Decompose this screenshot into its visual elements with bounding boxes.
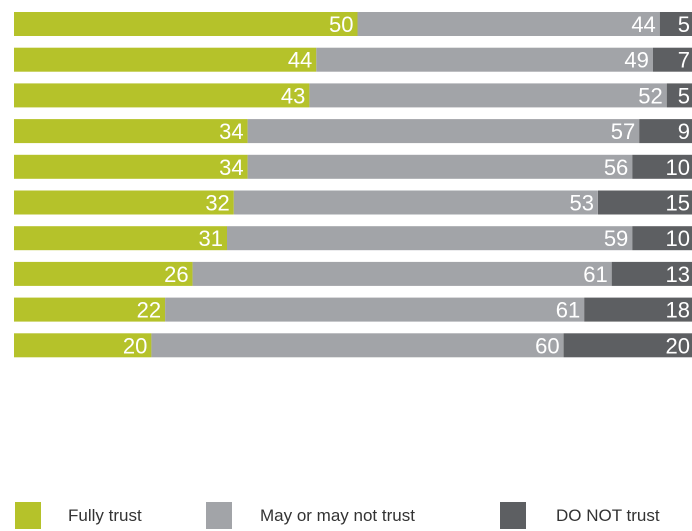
- label-fully-trust-3: 43: [281, 83, 305, 108]
- bar-fully-trust-9: [14, 297, 166, 322]
- label-do-not-trust-6: 15: [666, 191, 690, 216]
- label-may-or-may-not-trust-4: 57: [611, 119, 635, 144]
- legend: Fully trust May or may not trust DO NOT …: [0, 500, 692, 531]
- legend-swatch-may-or-may-not-trust: [206, 502, 232, 529]
- bar-may-or-may-not-trust-4: [247, 119, 640, 144]
- bar-do-not-trust-4: [639, 119, 692, 144]
- label-fully-trust-7: 31: [199, 226, 223, 251]
- bar-do-not-trust-2: [652, 47, 692, 72]
- label-may-or-may-not-trust-7: 59: [604, 226, 628, 251]
- label-do-not-trust-10: 20: [666, 333, 690, 358]
- legend-label-may-or-may-not-trust: May or may not trust: [260, 506, 415, 525]
- bar-do-not-trust-6: [598, 190, 692, 215]
- label-fully-trust-10: 20: [123, 333, 147, 358]
- legend-label-fully-trust: Fully trust: [68, 506, 142, 525]
- label-do-not-trust-5: 10: [666, 155, 690, 180]
- bar-may-or-may-not-trust-5: [247, 154, 633, 179]
- legend-swatch-do-not-trust: [500, 502, 526, 529]
- label-do-not-trust-8: 13: [666, 262, 690, 287]
- bar-may-or-may-not-trust-6: [233, 190, 598, 215]
- label-do-not-trust-2: 7: [678, 48, 690, 73]
- label-do-not-trust-4: 9: [678, 119, 690, 144]
- bar-fully-trust-3: [14, 83, 310, 108]
- bar-fully-trust-2: [14, 47, 317, 72]
- bar-fully-trust-4: [14, 119, 248, 144]
- bar-do-not-trust-3: [666, 83, 692, 108]
- bar-may-or-may-not-trust-1: [357, 12, 660, 36]
- label-may-or-may-not-trust-1: 44: [631, 12, 655, 37]
- bar-fully-trust-8: [14, 261, 193, 286]
- bar-may-or-may-not-trust-3: [309, 83, 667, 108]
- legend-label-do-not-trust: DO NOT trust: [556, 506, 660, 525]
- bar-fully-trust-1: [14, 12, 358, 36]
- stacked-bar-chart: 50 44 5 44 49 7 43 52 5 34 57 9 34 56 10 32 53 15 31 59 10 26…: [14, 12, 692, 358]
- label-may-or-may-not-trust-8: 61: [583, 262, 607, 287]
- bar-do-not-trust-9: [584, 297, 692, 322]
- bar-do-not-trust-5: [632, 154, 692, 179]
- label-do-not-trust-7: 10: [666, 226, 690, 251]
- bar-may-or-may-not-trust-10: [151, 333, 564, 358]
- label-may-or-may-not-trust-10: 60: [535, 333, 559, 358]
- bar-fully-trust-10: [14, 333, 152, 358]
- label-may-or-may-not-trust-9: 61: [556, 298, 580, 323]
- bar-fully-trust-6: [14, 190, 234, 215]
- bar-may-or-may-not-trust-7: [227, 226, 633, 251]
- label-may-or-may-not-trust-2: 49: [624, 48, 648, 73]
- label-may-or-may-not-trust-3: 52: [638, 83, 662, 108]
- bar-may-or-may-not-trust-9: [165, 297, 585, 322]
- bar-fully-trust-5: [14, 154, 248, 179]
- label-fully-trust-9: 22: [137, 298, 161, 323]
- bar-fully-trust-7: [14, 226, 227, 251]
- bar-do-not-trust-1: [659, 12, 692, 36]
- label-may-or-may-not-trust-5: 56: [604, 155, 628, 180]
- label-fully-trust-2: 44: [288, 48, 312, 73]
- label-do-not-trust-9: 18: [666, 298, 690, 323]
- bar-do-not-trust-8: [611, 261, 692, 286]
- bar-do-not-trust-7: [632, 226, 692, 251]
- bar-may-or-may-not-trust-2: [316, 47, 653, 72]
- bar-may-or-may-not-trust-8: [192, 261, 612, 286]
- label-do-not-trust-1: 5: [678, 12, 690, 37]
- legend-swatch-fully-trust: [15, 502, 41, 529]
- label-fully-trust-4: 34: [219, 119, 243, 144]
- label-fully-trust-8: 26: [164, 262, 188, 287]
- label-fully-trust-5: 34: [219, 155, 243, 180]
- bar-do-not-trust-10: [563, 333, 692, 358]
- label-fully-trust-1: 50: [329, 12, 353, 37]
- label-do-not-trust-3: 5: [678, 83, 690, 108]
- label-may-or-may-not-trust-6: 53: [570, 191, 594, 216]
- label-fully-trust-6: 32: [205, 191, 229, 216]
